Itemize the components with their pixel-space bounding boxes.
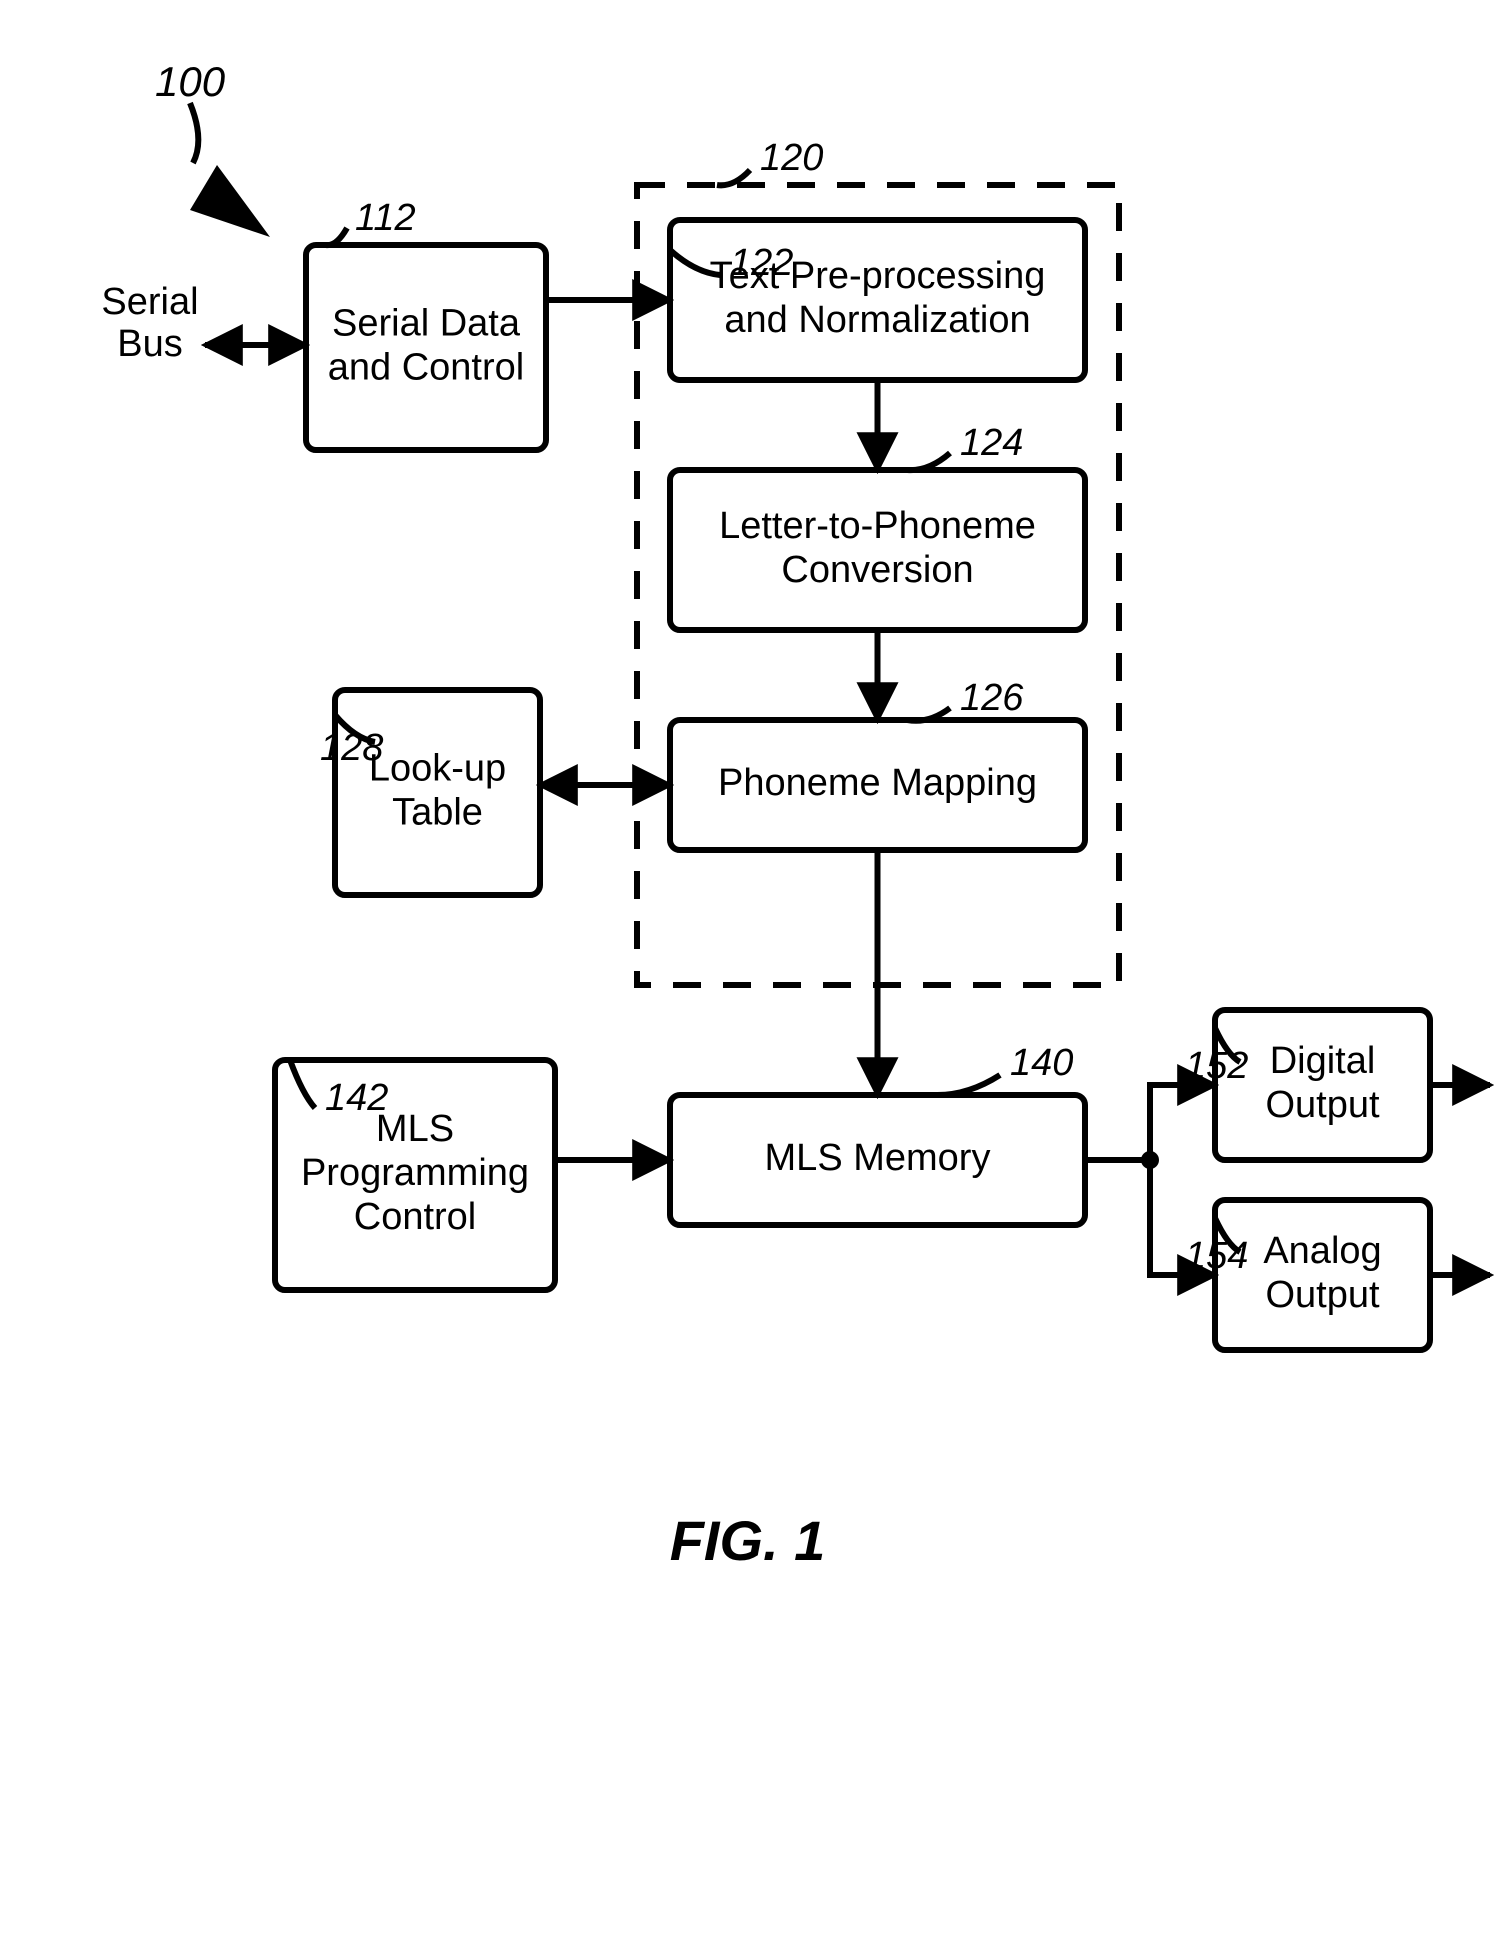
ref-100-arrowhead-icon	[190, 165, 270, 237]
serial-bus-label: SerialBus	[101, 281, 198, 365]
ref-142: 142	[325, 1077, 388, 1119]
ref-112: 112	[355, 197, 416, 239]
mls-mem-label: MLS Memory	[765, 1137, 991, 1179]
ref-126: 126	[960, 677, 1024, 719]
ref-100: 100	[155, 58, 226, 105]
ref-122: 122	[730, 242, 793, 284]
figure-caption: FIG. 1	[670, 1509, 826, 1572]
ref-100-squiggle	[190, 103, 198, 163]
ref-152: 152	[1185, 1045, 1248, 1087]
ref-154: 154	[1185, 1235, 1248, 1277]
ref-124: 124	[960, 422, 1023, 464]
block-diagram: Serial Dataand ControlText Pre-processin…	[0, 0, 1495, 1948]
ref-140: 140	[1010, 1042, 1073, 1084]
ref-120: 120	[760, 137, 823, 179]
conn-mem-digital	[1150, 1085, 1215, 1160]
phoneme-label: Phoneme Mapping	[718, 762, 1037, 804]
